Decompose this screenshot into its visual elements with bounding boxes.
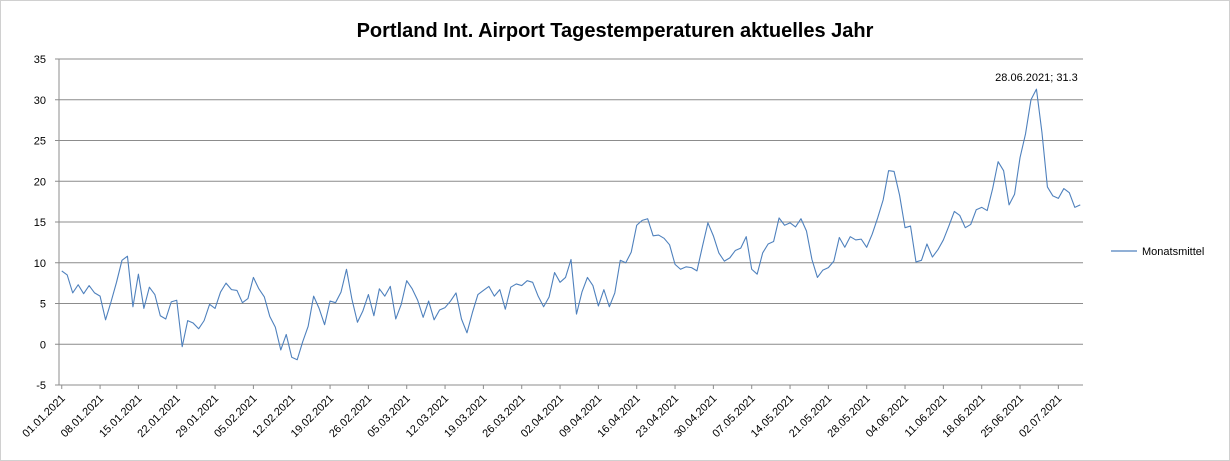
y-tick-label: 25: [34, 136, 46, 148]
y-tick-label: 20: [34, 176, 46, 188]
x-axis-ticks: 01.01.202108.01.202115.01.202122.01.2021…: [20, 385, 1064, 440]
legend: Monatsmittel: [1111, 246, 1204, 258]
y-axis-ticks: 35 30 25 20 15 10 5 0 -5: [34, 54, 59, 392]
legend-label-monatsmittel: Monatsmittel: [1142, 246, 1204, 258]
y-tick-label: 5: [40, 299, 46, 311]
series-layer: [61, 88, 1081, 361]
y-tick-label: 10: [34, 258, 46, 270]
y-tick-label: 30: [34, 95, 46, 107]
annotations: 28.06.2021; 31.3: [995, 72, 1078, 84]
series-line-monatsmittel: [61, 88, 1081, 361]
chart-title: Portland Int. Airport Tagestemperaturen …: [357, 20, 874, 42]
y-tick-label: -5: [36, 380, 46, 392]
y-tick-label: 0: [40, 339, 46, 351]
y-tick-label: 35: [34, 54, 46, 66]
gridlines: [59, 58, 1083, 345]
y-tick-label: 15: [34, 217, 46, 229]
peak-annotation-label: 28.06.2021; 31.3: [995, 72, 1078, 84]
